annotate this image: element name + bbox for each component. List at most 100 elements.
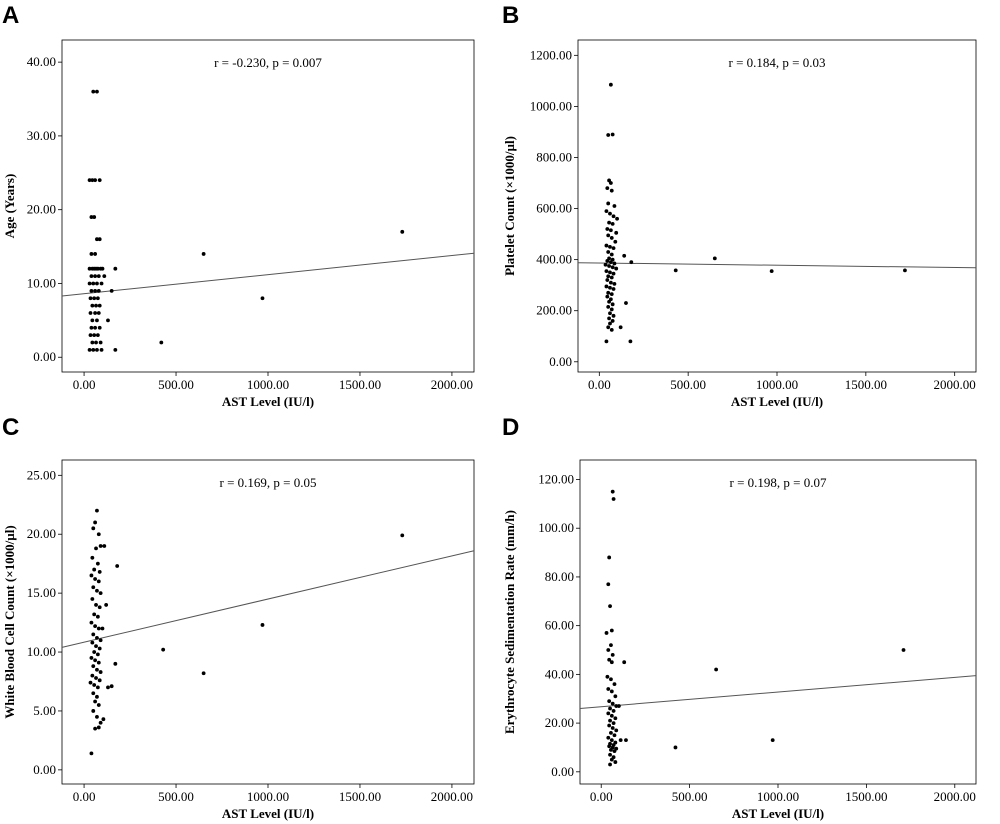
data-point: [611, 497, 616, 501]
y-tick-label: 80.00: [545, 569, 574, 584]
data-point: [628, 339, 633, 344]
data-point: [87, 281, 92, 286]
data-point: [113, 661, 118, 666]
data-point: [606, 201, 611, 206]
panel-a: A 0.00 10.00 20.00 30.00 40.00 0.00 500.00 1000…: [0, 0, 500, 412]
y-tick-label: 20.00: [545, 715, 574, 730]
data-point: [94, 676, 98, 680]
data-point: [673, 745, 678, 750]
x-tick-label: 500.00: [158, 377, 194, 392]
data-point: [607, 555, 612, 560]
x-axis-label: AST Level (IU/l): [222, 806, 314, 821]
data-point: [608, 260, 613, 265]
data-point: [88, 333, 93, 338]
data-point: [618, 325, 623, 330]
x-tick-label: 2000.00: [431, 377, 473, 392]
data-point: [610, 726, 615, 730]
correlation-annotation: r = 0.198, p = 0.07: [730, 475, 827, 490]
data-point: [98, 670, 103, 674]
x-tick-label: 500.00: [672, 789, 708, 804]
data-point: [93, 577, 98, 581]
data-point: [92, 612, 97, 617]
data-point: [96, 274, 101, 278]
data-point: [608, 181, 613, 185]
data-point: [87, 178, 92, 183]
y-tick-label: 20.00: [27, 526, 56, 541]
data-point: [614, 704, 619, 708]
data-point: [89, 656, 94, 660]
data-point: [97, 237, 102, 242]
data-point: [612, 749, 617, 754]
data-point: [98, 591, 103, 596]
data-point: [611, 313, 616, 318]
x-tick-label: 1500.00: [845, 789, 887, 804]
data-point: [89, 751, 94, 756]
data-point: [90, 178, 95, 183]
x-tick-label: 1000.00: [247, 377, 289, 392]
data-point: [91, 632, 96, 637]
data-point: [609, 730, 613, 735]
data-point: [609, 660, 614, 665]
data-point: [98, 638, 103, 643]
data-point: [106, 685, 110, 690]
data-point: [605, 674, 610, 679]
data-point: [609, 327, 614, 332]
data-point: [613, 760, 618, 764]
data-point: [98, 720, 103, 725]
y-tick-label: 40.00: [27, 54, 56, 69]
x-tick-label: 1000.00: [757, 789, 799, 804]
data-point: [99, 281, 104, 286]
data-point: [100, 626, 105, 631]
data-point: [901, 648, 906, 652]
data-point: [673, 268, 678, 273]
y-tick-label: 40.00: [545, 666, 574, 681]
data-point: [607, 723, 612, 728]
data-point: [89, 274, 94, 278]
data-point: [95, 694, 99, 699]
data-point: [93, 624, 98, 629]
data-point: [609, 307, 614, 312]
data-point: [91, 281, 96, 286]
data-point: [606, 250, 611, 254]
data-point: [91, 664, 96, 669]
data-point: [94, 340, 98, 345]
data-point: [607, 657, 612, 662]
data-point: [115, 564, 120, 568]
data-point: [607, 299, 611, 304]
data-point: [95, 318, 99, 323]
y-tick-label: 1200.00: [530, 47, 572, 62]
data-point: [608, 211, 612, 216]
data-point: [605, 294, 610, 299]
data-point: [260, 623, 265, 627]
y-tick-label: 600.00: [536, 201, 572, 216]
data-point: [607, 744, 612, 749]
data-point: [606, 711, 611, 716]
data-point: [91, 347, 96, 352]
data-point: [605, 278, 610, 282]
data-point: [260, 296, 265, 301]
data-point: [612, 204, 617, 208]
data-point: [609, 677, 613, 682]
data-point: [614, 230, 619, 235]
panel-letter-c: C: [2, 414, 20, 441]
data-point: [104, 603, 109, 607]
data-point: [93, 699, 98, 704]
x-tick-label: 0.00: [73, 789, 96, 804]
data-point: [92, 296, 97, 301]
data-point: [609, 188, 614, 193]
chart-b: 0.00 200.00 400.00 600.00 800.00 1000.00 1200.…: [502, 39, 977, 409]
data-point: [608, 321, 612, 326]
data-point: [614, 266, 619, 271]
data-point: [605, 227, 610, 231]
data-point: [903, 268, 907, 273]
y-axis-label: Erythrocyte Sedimentation Rate (mm/h): [502, 510, 517, 734]
data-point: [607, 264, 611, 268]
y-tick-label: 100.00: [538, 520, 574, 535]
data-point: [609, 275, 614, 280]
data-point: [612, 682, 617, 687]
y-tick-label: 15.00: [27, 585, 56, 600]
y-axis-label: Platelet Count (×1000/µl): [502, 136, 517, 276]
data-point: [96, 532, 101, 537]
data-point: [97, 678, 102, 683]
data-point: [89, 325, 94, 330]
